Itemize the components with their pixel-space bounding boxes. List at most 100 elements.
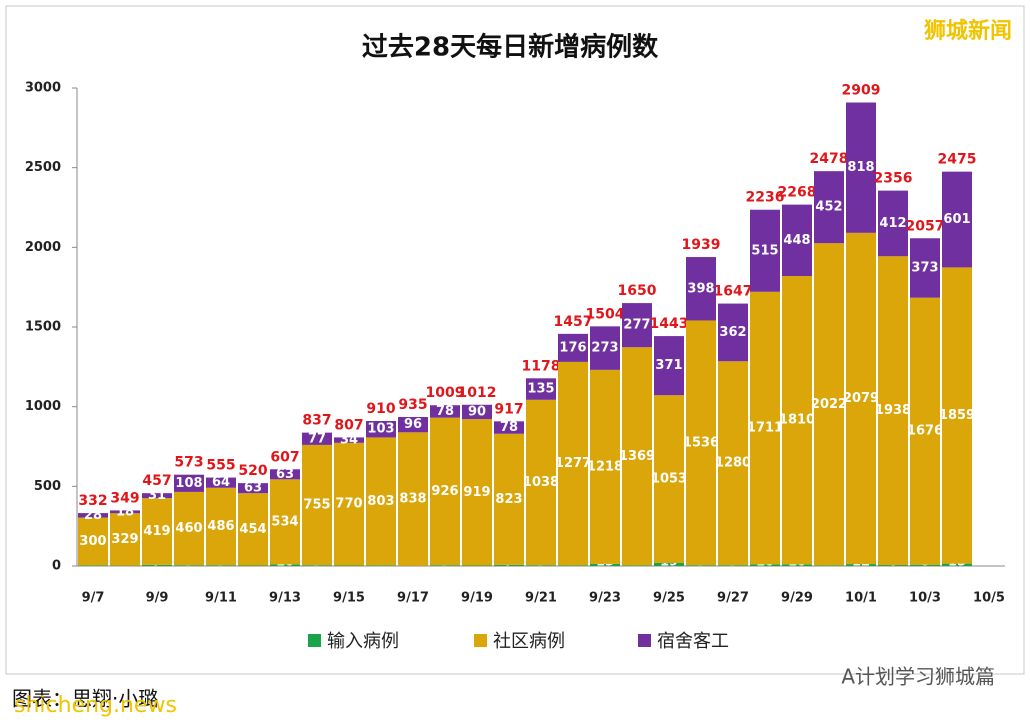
bar-segment bbox=[782, 276, 812, 565]
bar-segment bbox=[782, 204, 812, 277]
bar-segment bbox=[78, 565, 108, 566]
x-tick-label: 9/11 bbox=[205, 591, 237, 606]
value-label: 1711 bbox=[747, 421, 783, 436]
bar-segment bbox=[622, 565, 652, 566]
bar-segment bbox=[494, 421, 524, 434]
value-label: 135 bbox=[527, 382, 554, 397]
value-label: 1218 bbox=[587, 459, 623, 474]
bar-segment bbox=[942, 563, 972, 566]
bar-segment bbox=[174, 565, 204, 566]
total-label: 2236 bbox=[746, 190, 785, 206]
y-tick-label: 1500 bbox=[25, 320, 61, 335]
x-tick-label: 9/17 bbox=[397, 591, 429, 606]
bar-segment bbox=[398, 432, 428, 566]
bar-segment bbox=[430, 565, 460, 566]
bar-segment bbox=[142, 493, 172, 499]
chart-title: 过去28天每日新增病例数 bbox=[362, 32, 659, 63]
x-tick-label: 10/5 bbox=[973, 591, 1005, 606]
value-label: 1938 bbox=[875, 403, 911, 418]
bar-segment bbox=[878, 256, 908, 566]
value-label: 419 bbox=[143, 524, 170, 539]
total-label: 935 bbox=[398, 397, 427, 413]
bar-segment bbox=[430, 417, 460, 566]
total-label: 2909 bbox=[842, 82, 881, 98]
value-label: 373 bbox=[911, 260, 938, 275]
bar-segment bbox=[686, 257, 716, 321]
bar-segment bbox=[270, 469, 300, 480]
total-label: 332 bbox=[78, 493, 107, 509]
x-tick-label: 9/13 bbox=[269, 591, 301, 606]
value-label: 34 bbox=[340, 433, 358, 448]
credit: 图表：思翔·小璐 bbox=[12, 687, 158, 711]
value-label: 77 bbox=[308, 431, 326, 446]
value-label: 919 bbox=[463, 485, 490, 500]
bar-segment bbox=[910, 238, 940, 298]
total-label: 1012 bbox=[458, 385, 497, 401]
x-tick-label: 9/15 bbox=[333, 591, 365, 606]
total-label: 349 bbox=[110, 490, 139, 506]
y-tick-label: 500 bbox=[34, 479, 61, 494]
value-label: 300 bbox=[79, 534, 106, 549]
value-label: 78 bbox=[500, 420, 518, 435]
x-tick-label: 9/29 bbox=[781, 591, 813, 606]
value-label: 1369 bbox=[619, 449, 655, 464]
wechat: A计划学习狮城篇 bbox=[841, 665, 995, 689]
total-label: 1647 bbox=[714, 284, 753, 300]
value-label: 1536 bbox=[683, 435, 719, 450]
value-label: 1280 bbox=[715, 456, 751, 471]
bar-segment bbox=[622, 347, 652, 566]
bar-segment bbox=[78, 513, 108, 518]
value-label: 1810 bbox=[779, 413, 815, 428]
x-tick-label: 9/7 bbox=[82, 591, 105, 606]
total-label: 2475 bbox=[938, 152, 977, 168]
value-label: 1676 bbox=[907, 424, 943, 439]
bar-segment bbox=[494, 564, 524, 566]
bar-segment bbox=[942, 267, 972, 564]
value-label: 1053 bbox=[651, 472, 687, 487]
x-tick-label: 9/21 bbox=[525, 591, 557, 606]
value-label: 454 bbox=[239, 522, 266, 537]
value-label: 926 bbox=[431, 484, 458, 499]
bar-segment bbox=[302, 565, 332, 566]
bar-segment bbox=[206, 477, 236, 488]
bar-segment bbox=[366, 421, 396, 438]
bar-segment bbox=[590, 326, 620, 370]
legend-swatch bbox=[474, 634, 487, 647]
value-label: 78 bbox=[436, 404, 454, 419]
value-label: 448 bbox=[783, 233, 810, 248]
bar-segment bbox=[366, 565, 396, 566]
bar-segment bbox=[654, 395, 684, 563]
bar-segment bbox=[398, 417, 428, 433]
bar-segment bbox=[558, 565, 588, 566]
total-label: 917 bbox=[494, 401, 523, 417]
value-label: 818 bbox=[847, 160, 874, 175]
value-label: 277 bbox=[623, 318, 650, 333]
bar-segment bbox=[846, 564, 876, 566]
total-label: 1650 bbox=[618, 283, 657, 299]
total-label: 807 bbox=[334, 417, 363, 433]
value-label: 486 bbox=[207, 519, 234, 534]
value-label: 18 bbox=[116, 504, 134, 519]
bar-segment bbox=[526, 399, 556, 566]
bar-segment bbox=[814, 565, 844, 566]
total-label: 1504 bbox=[586, 306, 625, 322]
bar-segment bbox=[654, 336, 684, 396]
value-label: 28 bbox=[84, 508, 102, 523]
bar-segment bbox=[430, 405, 460, 418]
bar-segment bbox=[686, 565, 716, 566]
bar-segment bbox=[878, 190, 908, 257]
x-tick-label: 9/19 bbox=[461, 591, 493, 606]
x-tick-label: 10/1 bbox=[845, 591, 877, 606]
y-tick-label: 0 bbox=[52, 559, 61, 574]
total-label: 555 bbox=[206, 458, 235, 474]
total-label: 2268 bbox=[778, 185, 817, 201]
value-label: 329 bbox=[111, 532, 138, 547]
bar-segment bbox=[334, 442, 364, 566]
bar-segment bbox=[526, 378, 556, 400]
bar-segment bbox=[270, 564, 300, 566]
bar-segment bbox=[750, 209, 780, 292]
value-label: 362 bbox=[719, 325, 746, 340]
bar-segment bbox=[174, 491, 204, 566]
value-label: 63 bbox=[244, 481, 262, 496]
